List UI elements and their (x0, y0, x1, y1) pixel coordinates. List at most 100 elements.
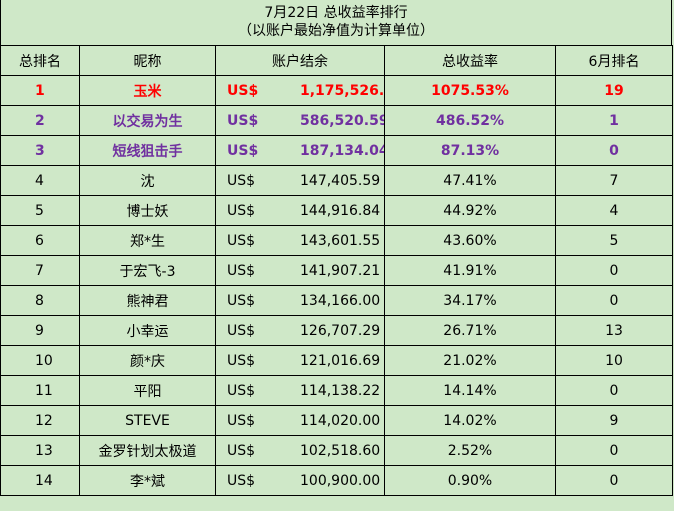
june-rank-cell: 19 (555, 75, 673, 106)
balance-cell: 126,707.29 (300, 315, 385, 346)
june-rank-cell: 0 (555, 255, 673, 286)
nickname-cell: 小幸运 (79, 315, 216, 346)
rank-cell: 11 (0, 375, 80, 406)
balance-cell: 143,601.55 (300, 225, 385, 256)
table-row: 3 短线狙击手 US$ 187,134.04 87.13% 0 (0, 135, 673, 166)
header-june-rank: 6月排名 (555, 45, 673, 76)
header-row: 总排名 昵称 账户结余 总收益率 6月排名 (0, 45, 673, 76)
table-row: 5 博士妖 US$ 144,916.84 44.92% 4 (0, 195, 673, 226)
june-rank-cell: 7 (555, 165, 673, 196)
rank-cell: 7 (0, 255, 80, 286)
currency-cell: US$ (215, 225, 300, 256)
return-cell: 486.52% (384, 105, 556, 136)
balance-cell: 121,016.69 (300, 345, 385, 376)
return-cell: 44.92% (384, 195, 556, 226)
title-block: 7月22日 总收益率排行 （以账户最始净值为计算单位） (0, 0, 672, 45)
currency-cell: US$ (215, 375, 300, 406)
balance-cell: 147,405.59 (300, 165, 385, 196)
title-line-2: （以账户最始净值为计算单位） (238, 23, 434, 39)
header-rank: 总排名 (0, 45, 80, 76)
balance-cell: 134,166.00 (300, 285, 385, 316)
return-cell: 87.13% (384, 135, 556, 166)
table-row: 6 郑*生 US$ 143,601.55 43.60% 5 (0, 225, 673, 256)
balance-cell: 586,520.59 (300, 105, 385, 136)
rank-cell: 3 (0, 135, 80, 166)
currency-cell: US$ (215, 195, 300, 226)
currency-cell: US$ (215, 165, 300, 196)
rank-cell: 9 (0, 315, 80, 346)
balance-cell: 100,900.00 (300, 465, 385, 496)
june-rank-cell: 0 (555, 465, 673, 496)
rank-cell: 12 (0, 405, 80, 436)
header-nickname: 昵称 (79, 45, 216, 76)
nickname-cell: 玉米 (79, 75, 216, 106)
table-row: 4 沈 US$ 147,405.59 47.41% 7 (0, 165, 673, 196)
balance-cell: 144,916.84 (300, 195, 385, 226)
table-row: 9 小幸运 US$ 126,707.29 26.71% 13 (0, 315, 673, 346)
nickname-cell: 平阳 (79, 375, 216, 406)
return-cell: 14.14% (384, 375, 556, 406)
table-row: 8 熊神君 US$ 134,166.00 34.17% 0 (0, 285, 673, 316)
june-rank-cell: 10 (555, 345, 673, 376)
return-cell: 43.60% (384, 225, 556, 256)
june-rank-cell: 0 (555, 285, 673, 316)
title-line-1: 7月22日 总收益率排行 (264, 5, 408, 21)
currency-cell: US$ (215, 435, 300, 466)
june-rank-cell: 1 (555, 105, 673, 136)
currency-cell: US$ (215, 255, 300, 286)
rank-cell: 14 (0, 465, 80, 496)
ranking-table: 总排名 昵称 账户结余 总收益率 6月排名 1玉米US$1,175,526.54… (0, 45, 673, 496)
currency-cell: US$ (215, 315, 300, 346)
rank-cell: 13 (0, 435, 80, 466)
balance-cell: 1,175,526.54 (300, 75, 385, 106)
nickname-cell: 短线狙击手 (79, 135, 216, 166)
balance-cell: 114,138.22 (300, 375, 385, 406)
june-rank-cell: 0 (555, 435, 673, 466)
return-cell: 47.41% (384, 165, 556, 196)
table-row: 13 金罗针划太极道 US$ 102,518.60 2.52% 0 (0, 435, 673, 466)
table-row: 14 李*斌 US$ 100,900.00 0.90% 0 (0, 465, 673, 496)
return-cell: 1075.53% (384, 75, 556, 106)
return-cell: 14.02% (384, 405, 556, 436)
nickname-cell: 郑*生 (79, 225, 216, 256)
header-balance: 账户结余 (215, 45, 385, 76)
currency-cell: US$ (215, 105, 300, 136)
june-rank-cell: 9 (555, 405, 673, 436)
return-cell: 41.91% (384, 255, 556, 286)
rank-cell: 6 (0, 225, 80, 256)
currency-cell: US$ (215, 285, 300, 316)
nickname-cell: STEVE (79, 405, 216, 436)
june-rank-cell: 0 (555, 375, 673, 406)
june-rank-cell: 13 (555, 315, 673, 346)
rank-cell: 2 (0, 105, 80, 136)
currency-cell: US$ (215, 405, 300, 436)
balance-cell: 187,134.04 (300, 135, 385, 166)
nickname-cell: 李*斌 (79, 465, 216, 496)
table-row: 11 平阳 US$ 114,138.22 14.14% 0 (0, 375, 673, 406)
currency-cell: US$ (215, 135, 300, 166)
june-rank-cell: 0 (555, 135, 673, 166)
table-row: 12 STEVE US$ 114,020.00 14.02% 9 (0, 405, 673, 436)
nickname-cell: 金罗针划太极道 (79, 435, 216, 466)
rank-cell: 8 (0, 285, 80, 316)
nickname-cell: 以交易为生 (79, 105, 216, 136)
nickname-cell: 颜*庆 (79, 345, 216, 376)
table-row: 10 颜*庆 US$ 121,016.69 21.02% 10 (0, 345, 673, 376)
nickname-cell: 沈 (79, 165, 216, 196)
june-rank-cell: 5 (555, 225, 673, 256)
nickname-cell: 于宏飞-3 (79, 255, 216, 286)
return-cell: 21.02% (384, 345, 556, 376)
nickname-cell: 熊神君 (79, 285, 216, 316)
return-cell: 0.90% (384, 465, 556, 496)
table-row: 2 以交易为生 US$ 586,520.59 486.52% 1 (0, 105, 673, 136)
rank-cell: 4 (0, 165, 80, 196)
balance-cell: 141,907.21 (300, 255, 385, 286)
table-row: 7 于宏飞-3 US$ 141,907.21 41.91% 0 (0, 255, 673, 286)
currency-cell: US$ (215, 75, 300, 106)
return-cell: 34.17% (384, 285, 556, 316)
return-cell: 2.52% (384, 435, 556, 466)
june-rank-cell: 4 (555, 195, 673, 226)
currency-cell: US$ (215, 345, 300, 376)
